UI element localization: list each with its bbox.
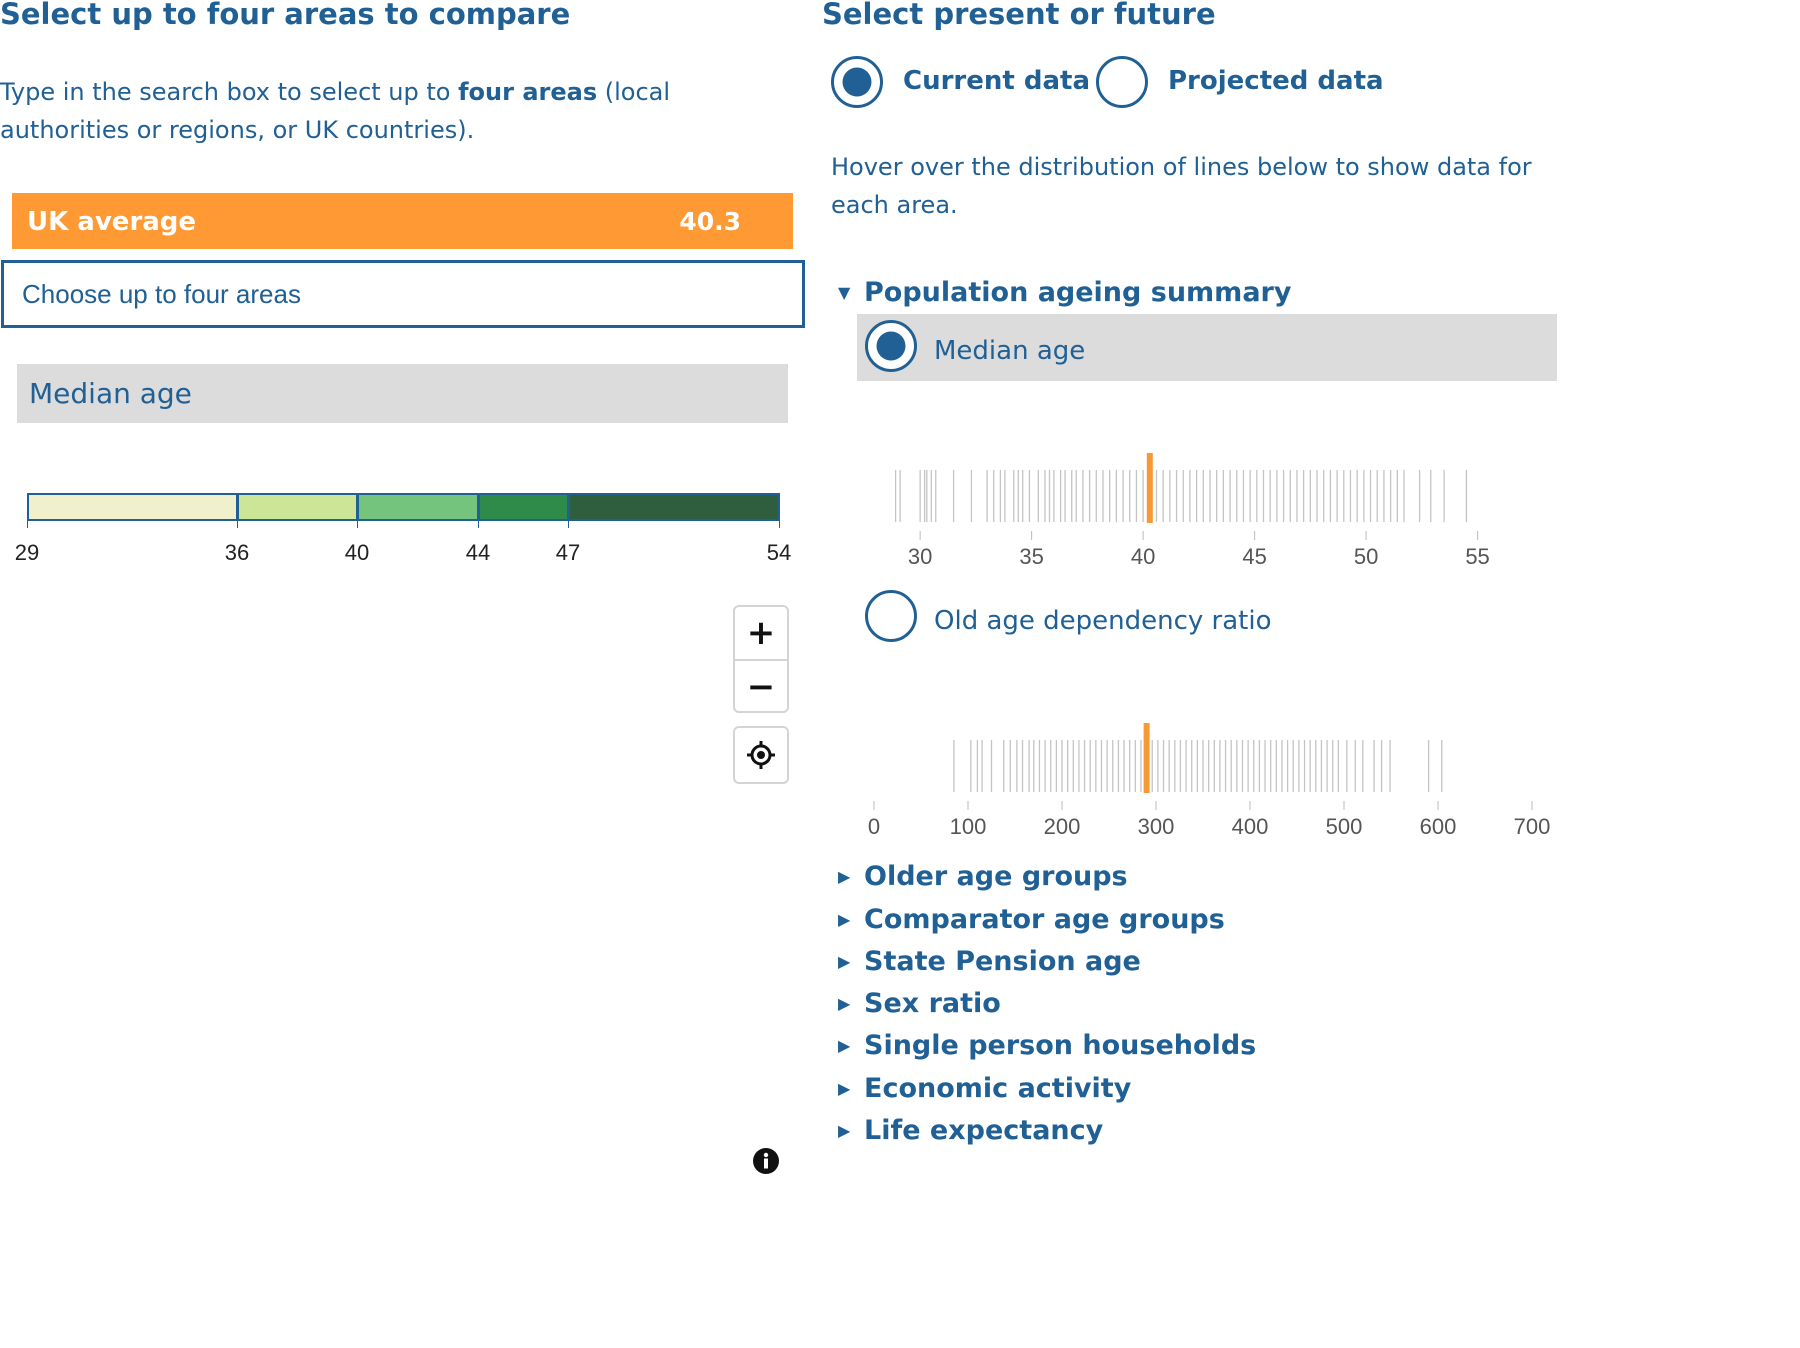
left-intro: Type in the search box to select up to f… — [0, 78, 671, 144]
section-label: Economic activity — [864, 1073, 1132, 1104]
section-label: Single person households — [864, 1030, 1257, 1061]
uk-average-value: 40.3 — [679, 207, 741, 236]
left-title: Select up to four areas to compare — [0, 0, 571, 31]
section-single-person-households[interactable]: ▶ Single person households — [838, 1030, 1256, 1061]
section-economic-activity[interactable]: ▶ Economic activity — [838, 1073, 1131, 1104]
axis-tick-label: 0 — [868, 814, 880, 839]
axis-tick-label: 400 — [1232, 814, 1269, 839]
median-age-strip-plot[interactable]: 30 35 40 45 50 55 — [860, 440, 1560, 580]
section-label: State Pension age — [864, 946, 1141, 977]
legend-segment — [237, 493, 358, 521]
axis-tick-label: 100 — [950, 814, 987, 839]
indicator-title-box: Median age — [17, 364, 788, 423]
legend-break-label: 40 — [344, 540, 370, 565]
zoom-divider — [735, 659, 787, 661]
axis-tick-label: 500 — [1326, 814, 1363, 839]
section-label: Older age groups — [864, 861, 1128, 892]
axis-tick-label: 30 — [908, 544, 932, 569]
section-sex-ratio[interactable]: ▶ Sex ratio — [838, 988, 1001, 1019]
triangle-right-icon: ▶ — [838, 952, 851, 971]
zoom-out-button[interactable]: − — [746, 667, 776, 707]
indicator-title: Median age — [29, 377, 192, 410]
projected-data-radio[interactable] — [1096, 56, 1148, 108]
hover-instructions: Hover over the distribution of lines bel… — [831, 153, 1532, 219]
median-age-radio[interactable] — [865, 320, 917, 372]
median-age-option-highlight — [857, 314, 1557, 381]
legend-segment — [478, 493, 569, 521]
triangle-right-icon: ▶ — [838, 1121, 851, 1140]
legend-break-label: 36 — [224, 540, 250, 565]
axis-tick-label: 35 — [1019, 544, 1043, 569]
triangle-right-icon: ▶ — [838, 1036, 851, 1055]
summary-heading-label: Population ageing summary — [864, 277, 1292, 308]
old-age-dependency-radio[interactable] — [865, 590, 917, 642]
section-state-pension-age[interactable]: ▶ State Pension age — [838, 946, 1141, 977]
locate-button[interactable] — [733, 726, 789, 784]
axis-tick-label: 700 — [1514, 814, 1551, 839]
section-older-age-groups[interactable]: ▶ Older age groups — [838, 861, 1128, 892]
section-label: Life expectancy — [864, 1115, 1104, 1146]
legend-break-label: 44 — [465, 540, 491, 565]
section-life-expectancy[interactable]: ▶ Life expectancy — [838, 1115, 1103, 1146]
uk-average-marker — [1143, 723, 1150, 793]
legend-break-label: 54 — [766, 540, 792, 565]
triangle-right-icon: ▶ — [838, 1079, 851, 1098]
axis-tick-label: 200 — [1044, 814, 1081, 839]
current-data-label[interactable]: Current data — [903, 66, 1090, 96]
axis-tick-label: 50 — [1354, 544, 1378, 569]
axis-tick-label: 600 — [1420, 814, 1457, 839]
legend-segment — [568, 493, 780, 521]
legend-tick — [568, 521, 569, 528]
uk-average-label: UK average — [27, 207, 197, 237]
locate-icon — [735, 728, 787, 782]
zoom-in-button[interactable]: + — [746, 613, 776, 653]
axis-tick-label: 300 — [1138, 814, 1175, 839]
projected-data-label[interactable]: Projected data — [1168, 66, 1384, 96]
legend-segment — [27, 493, 238, 521]
triangle-right-icon: ▶ — [838, 994, 851, 1013]
legend-tick — [237, 521, 238, 528]
legend-tick — [478, 521, 479, 528]
uk-average-bar: UK average 40.3 — [12, 193, 793, 249]
area-search-input[interactable] — [1, 260, 805, 328]
triangle-right-icon: ▶ — [838, 910, 851, 929]
right-title: Select present or future — [822, 0, 1216, 31]
legend-break-label: 47 — [555, 540, 581, 565]
median-age-label[interactable]: Median age — [934, 336, 1086, 366]
axis-tick-label: 55 — [1465, 544, 1489, 569]
axis-tick-label: 40 — [1131, 544, 1155, 569]
legend-tick — [779, 521, 780, 528]
legend-tick — [27, 521, 28, 528]
legend-tick — [357, 521, 358, 528]
info-icon[interactable] — [753, 1148, 779, 1174]
axis-tick-label: 45 — [1242, 544, 1266, 569]
section-label: Sex ratio — [864, 988, 1001, 1019]
current-data-radio[interactable] — [831, 56, 883, 108]
triangle-right-icon: ▶ — [838, 867, 851, 886]
old-age-dependency-label[interactable]: Old age dependency ratio — [934, 606, 1272, 636]
section-label: Comparator age groups — [864, 904, 1225, 935]
legend-break-label: 29 — [14, 540, 40, 565]
section-comparator-age-groups[interactable]: ▶ Comparator age groups — [838, 904, 1225, 935]
legend-segment — [357, 493, 479, 521]
old-age-dependency-strip-plot[interactable]: 0 100 200 300 400 500 600 700 — [860, 710, 1565, 850]
summary-accordion-header[interactable]: ▼ Population ageing summary — [838, 277, 1291, 308]
triangle-down-icon: ▼ — [838, 283, 851, 302]
zoom-control: + − — [733, 605, 789, 713]
uk-average-marker — [1146, 453, 1153, 523]
